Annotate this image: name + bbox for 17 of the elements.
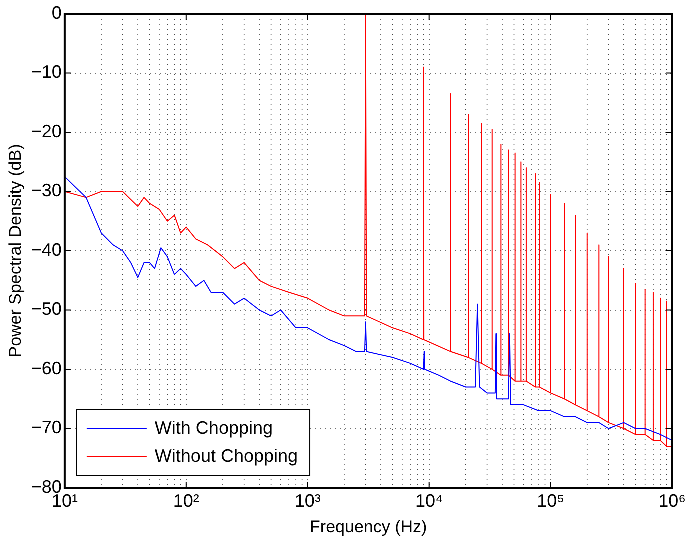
y-tick-label: −40 <box>31 240 62 260</box>
y-tick-label: 0 <box>52 2 62 23</box>
x-tick-label: 10⁶ <box>658 490 686 511</box>
x-tick-label: 10³ <box>294 490 321 511</box>
y-tick-label: −20 <box>31 121 62 142</box>
y-tick-label: −30 <box>31 180 62 201</box>
legend-label: Without Chopping <box>154 446 298 466</box>
legend-label: With Chopping <box>154 418 274 438</box>
x-tick-label: 10⁵ <box>537 490 565 511</box>
y-tick-label: −10 <box>31 62 62 82</box>
x-tick-label: 10² <box>173 490 200 511</box>
y-tick-label: −50 <box>31 299 62 320</box>
y-tick-label: −70 <box>31 418 62 438</box>
y-axis-title: Power Spectral Density (dB) <box>6 144 25 358</box>
y-tick-label: −60 <box>31 358 62 378</box>
x-axis-title: Frequency (Hz) <box>310 517 428 536</box>
x-tick-label: 10⁴ <box>415 490 444 511</box>
